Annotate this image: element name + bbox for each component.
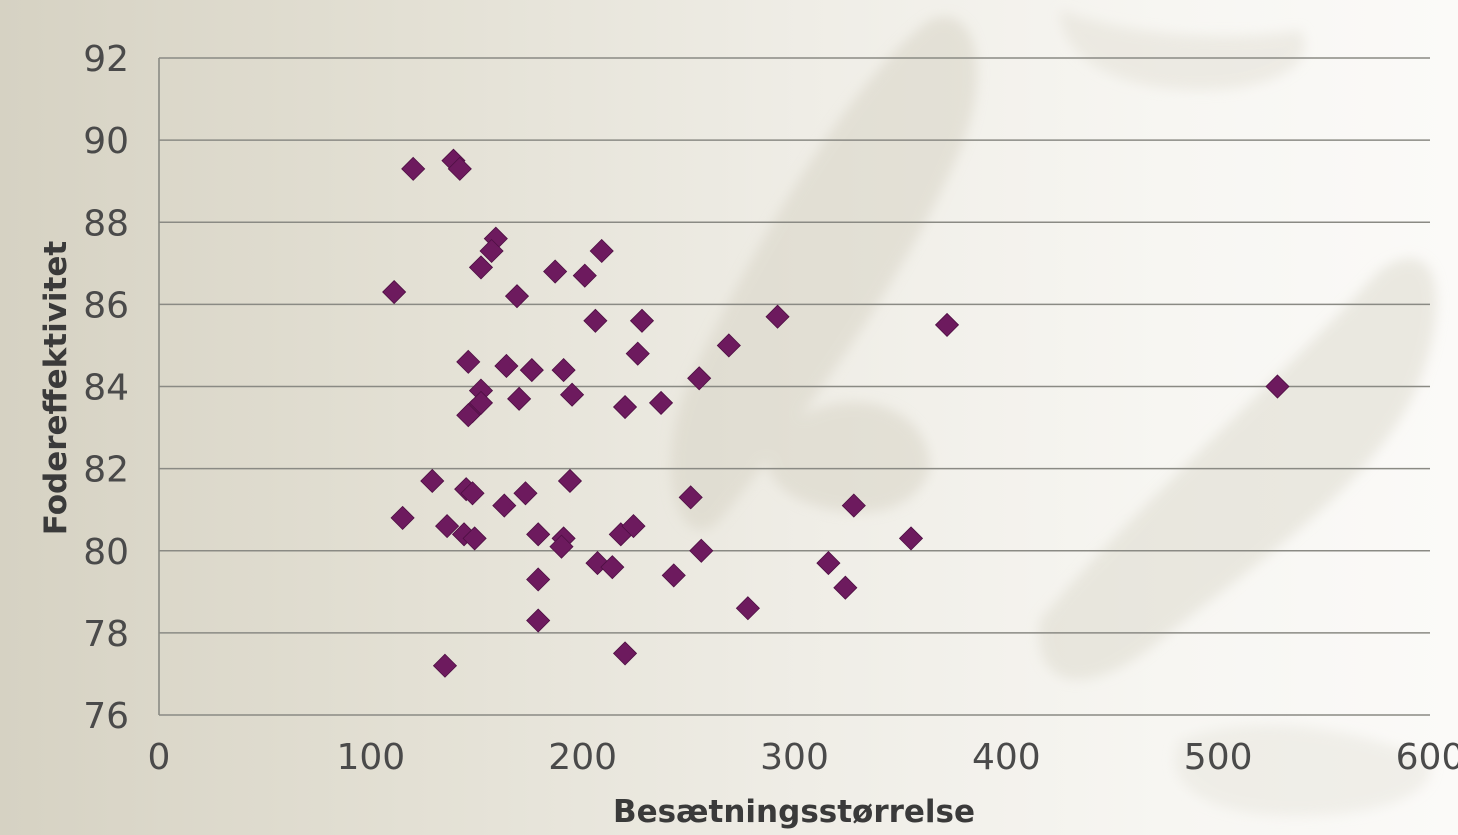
data-point [600,555,625,580]
data-point [513,481,538,506]
y-axis-title: Fodereffektivitet [38,241,74,536]
x-tick-label: 200 [548,737,617,778]
data-point [526,608,551,633]
data-point [629,308,655,333]
data-point [625,341,650,366]
data-point [456,349,481,374]
data-point [765,304,790,329]
data-point [572,263,597,288]
data-point [841,493,866,518]
data-point [543,259,568,284]
x-tick-label: 400 [972,737,1041,778]
data-point [432,653,458,678]
data-point [468,255,494,280]
data-point [456,403,481,428]
data-point [583,308,608,333]
x-tick-label: 100 [336,737,405,778]
gridlines [158,57,1430,716]
data-point [494,353,519,379]
data-point [612,641,638,666]
data-point [382,279,407,305]
data-point [612,394,638,420]
y-tick-label: 84 [83,368,129,409]
y-tick-label: 86 [83,285,129,326]
data-point [507,386,532,411]
data-point [589,238,614,264]
data-point [661,563,686,588]
data-point [934,312,960,337]
data-point [390,505,415,530]
data-point [462,526,487,551]
x-tick-label: 0 [148,737,171,778]
y-tick-label: 92 [83,39,129,80]
data-point [447,156,472,181]
data-point [716,333,741,358]
data-point [549,534,574,559]
data-point [519,358,544,383]
data-point [460,481,485,506]
data-point [492,493,517,518]
y-tick-label: 82 [83,450,129,491]
data-point [833,575,858,600]
data-point [687,366,712,391]
data-point [420,468,445,494]
data-point [479,238,504,264]
y-tick-label: 80 [83,532,129,573]
data-point [435,514,460,539]
data-point [898,526,924,551]
data-point [557,468,583,494]
data-point [560,382,585,407]
data-point [689,538,714,563]
data-point [468,390,494,415]
data-point [504,284,530,309]
x-axis-title: Besætningsstørrelse [613,794,975,830]
data-point [678,485,703,510]
x-axis-ticks: 0 100 200 300 400 500 600 [148,737,1458,778]
data-point [1265,374,1290,399]
y-tick-label: 76 [83,696,129,737]
data-points [382,148,1290,678]
background-decoration [671,10,1437,816]
data-point [526,522,551,547]
x-tick-label: 600 [1396,737,1458,778]
y-tick-label: 90 [83,121,129,162]
y-tick-label: 88 [83,203,129,244]
y-axis-ticks: 76 78 80 82 84 86 88 90 92 [83,39,129,737]
data-point [401,156,426,181]
y-tick-label: 78 [83,614,129,655]
data-point [526,567,551,592]
data-point [648,390,674,415]
x-tick-label: 300 [760,737,829,778]
data-point [735,596,760,621]
x-tick-label: 500 [1184,737,1253,778]
data-point [621,514,646,539]
data-point [816,551,841,576]
data-point [551,358,576,383]
